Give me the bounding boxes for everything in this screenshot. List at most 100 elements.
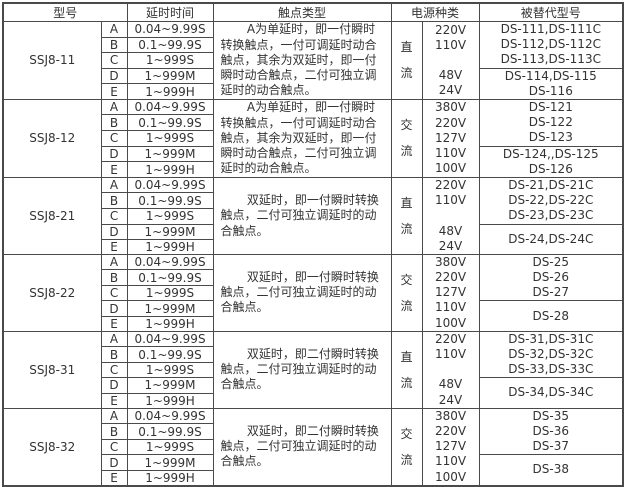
table-row: E 1~999H (3, 83, 623, 100)
header-row: 型号 延时时间 触点类型 电源种类 被替代型号 (2, 2, 624, 22)
voltage-value: 220V (434, 423, 467, 438)
contact-description: 双延时，即一付瞬时转换触点，二付可独立调延时的动合触点。 (220, 270, 379, 315)
replaced-model-cell: DS-25 DS-26 DS-27 (478, 253, 624, 302)
replaced-model: DS-23,DS-23C (508, 208, 594, 223)
delay-code-cell: E (100, 238, 128, 255)
header-power-type: 电源种类 (390, 2, 480, 22)
delay-time-cell: 1~999H (126, 83, 214, 100)
delay-code-cell: D (100, 300, 128, 317)
voltage-value: 110V (434, 454, 467, 469)
delay-code-cell: C (100, 207, 128, 225)
delay-code-cell: A (100, 407, 128, 425)
voltage-cell: 380V 220V 127V 110V 100V (421, 98, 480, 178)
replaced-model: DS-34,DS-34C (508, 385, 594, 400)
power-kind-label: 交流 (400, 426, 413, 467)
replaced-model-cell: DS-124,,DS-125 DS-126 (478, 145, 624, 178)
replaced-model-cell: DS-38 (478, 454, 624, 487)
power-kind-label: 交流 (400, 118, 413, 159)
header-delay-time: 延时时间 (126, 2, 214, 22)
voltage-value: 24V (438, 392, 463, 407)
table-row: D 1~999M DS-124,,DS-125 DS-126 (3, 145, 624, 178)
delay-time-cell: 1~999H (126, 315, 214, 332)
delay-time-cell: 1~999M (126, 454, 214, 471)
model-cell: SSJ8-31 (2, 330, 102, 409)
replaced-model-cell: DS-24,DS-24C (478, 223, 624, 255)
voltage-value: 110V (434, 347, 467, 361)
replaced-model: DS-28 (532, 308, 570, 323)
voltage-value: 110V (434, 37, 467, 52)
delay-time-cell: 0.04~9.99S (126, 176, 214, 194)
delay-time-cell: 1~999M (126, 223, 214, 240)
table-row: B 0.1~99.9S (3, 346, 623, 363)
delay-code-cell: A (100, 330, 128, 348)
power-kind-cell: 交流 (390, 253, 423, 332)
delay-time-cell: 0.1~99.9S (126, 346, 214, 363)
table-row: E 1~999H (3, 238, 623, 255)
header-replaced-model: 被替代型号 (478, 2, 624, 22)
table-row: D 1~999M DS-28 (3, 300, 624, 332)
power-kind-label: 直流 (400, 349, 413, 390)
delay-time-cell: 0.04~9.99S (126, 407, 214, 425)
delay-time-cell: 0.1~99.9S (126, 269, 214, 286)
power-kind-cell: 直流 (390, 21, 423, 100)
delay-code-cell: C (100, 130, 128, 147)
contact-description: 双延时，即一付瞬时转换触点，二付可独立调延时的动合触点。 (220, 193, 379, 238)
delay-time-cell: 1~999S (126, 130, 214, 147)
replaced-model: DS-21,DS-21C (508, 177, 594, 192)
delay-code-cell: B (100, 269, 128, 286)
power-kind-label: 直流 (400, 195, 413, 236)
delay-time-cell: 1~999S (126, 52, 214, 69)
delay-code-cell: E (100, 469, 128, 487)
voltage-value: 127V (434, 439, 467, 454)
voltage-value: 220V (434, 177, 467, 192)
contact-type-cell: A为单延时，即一付瞬时转换触点，一付可调延时动合触点，其余为双延时，即一付瞬时动… (212, 21, 392, 100)
model-cell: SSJ8-32 (2, 407, 102, 487)
table-row: C 1~999S (3, 361, 623, 379)
delay-time-cell: 1~999M (126, 67, 214, 85)
voltage-value: 220V (434, 270, 467, 285)
replaced-model: DS-113,DS-113C (500, 52, 601, 67)
voltage-value: 380V (434, 254, 467, 269)
voltage-value: 380V (434, 100, 467, 115)
delay-code-cell: B (100, 346, 128, 363)
power-kind-cell: 直流 (390, 176, 423, 255)
power-kind-cell: 交流 (390, 407, 423, 487)
replaced-model: DS-24,DS-24C (508, 231, 594, 246)
delay-time-cell: 0.1~99.9S (126, 423, 214, 440)
replaced-model-cell: DS-114,DS-115 DS-116 (478, 67, 624, 100)
power-kind-label: 直流 (400, 40, 413, 81)
voltage-value (423, 362, 478, 377)
voltage-value: 48V (438, 68, 463, 83)
delay-code-cell: A (100, 253, 128, 271)
table-row: C 1~999S (3, 438, 623, 456)
voltage-value: 220V (434, 22, 467, 37)
delay-code-cell: B (100, 36, 128, 54)
replaced-model: DS-114,DS-115 (504, 68, 597, 83)
replaced-model-cell: DS-35 DS-36 DS-37 (478, 407, 624, 456)
delay-time-cell: 1~999H (126, 238, 214, 255)
delay-code-cell: E (100, 392, 128, 409)
replaced-model: DS-38 (532, 462, 570, 477)
power-kind-cell: 直流 (390, 330, 423, 409)
voltage-value: 220V (434, 115, 467, 130)
table-row: C 1~999S (3, 130, 623, 147)
table-row: E 1~999H (3, 392, 623, 409)
delay-code-cell: E (100, 161, 128, 178)
delay-code-cell: C (100, 438, 128, 456)
replaced-model-cell: DS-31,DS-31C DS-32,DS-32C DS-33,DS-33C (478, 330, 624, 379)
table-row: SSJ8-12 A 0.04~9.99S A为单延时，即一付瞬时转换触点，一付可… (2, 98, 624, 178)
delay-time-cell: 0.1~99.9S (126, 114, 214, 131)
replaced-model: DS-35 (532, 408, 570, 423)
delay-code-cell: A (100, 176, 128, 194)
table-row: B 0.1~99.9S (3, 36, 623, 54)
voltage-value: 220V (434, 331, 467, 346)
table-row: SSJ8-11 A 0.04~9.99S A为单延时，即一付瞬时转换触点，一付可… (2, 21, 624, 100)
header-contact-type: 触点类型 (212, 2, 392, 22)
table-row: SSJ8-22 A 0.04~9.99S 双延时，即一付瞬时转换触点，二付可独立… (2, 253, 624, 332)
delay-code-cell: D (100, 377, 128, 394)
contact-type-cell: 双延时，即一付瞬时转换触点，二付可独立调延时的动合触点。 (212, 253, 392, 332)
delay-time-cell: 1~999H (126, 161, 214, 178)
delay-code-cell: C (100, 52, 128, 69)
voltage-value (423, 208, 478, 223)
contact-type-cell: A为单延时，即一付瞬时转换触点，一付可调延时动合触点，其余为双延时，即一付瞬时动… (212, 98, 392, 178)
